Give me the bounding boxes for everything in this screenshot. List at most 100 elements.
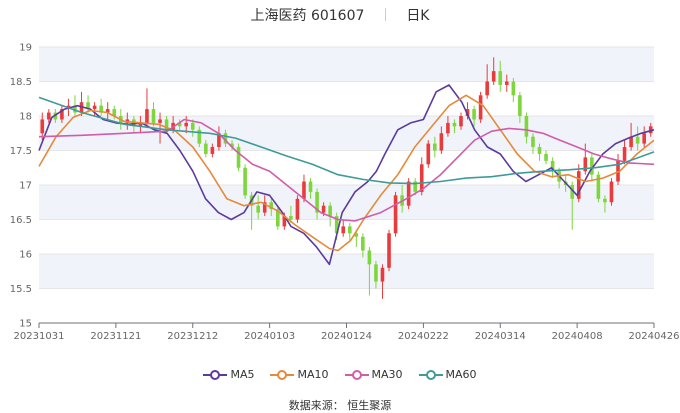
plot-bands — [39, 47, 654, 289]
candle — [361, 233, 365, 258]
candle — [544, 150, 548, 165]
candle — [367, 247, 372, 296]
candle-body — [380, 267, 385, 282]
candle — [256, 195, 260, 220]
candle-body — [256, 205, 260, 213]
candle-body — [210, 147, 215, 154]
candle-body — [367, 250, 372, 265]
candle-body — [465, 109, 470, 116]
candle-body — [531, 136, 535, 148]
candle — [485, 64, 489, 99]
candle — [446, 116, 450, 137]
candle-body — [243, 167, 247, 196]
data-source: 数据来源： 恒生聚源 — [0, 397, 680, 413]
candle — [210, 143, 215, 158]
candle — [230, 140, 234, 151]
plot-band — [39, 254, 654, 289]
period-label: 日K — [406, 8, 430, 24]
legend-line-circle-icon — [203, 370, 228, 380]
legend-item-ma60[interactable]: MA60 — [418, 368, 477, 381]
candle — [197, 126, 202, 148]
candle — [531, 133, 535, 154]
legend-label: MA30 — [371, 368, 403, 381]
candle — [498, 60, 503, 92]
candle-body — [609, 181, 614, 203]
candle-body — [276, 209, 280, 227]
y-tick-label: 17 — [19, 181, 32, 192]
candle — [642, 126, 646, 148]
candle — [112, 105, 117, 120]
candle-body — [576, 171, 581, 199]
candle-body — [361, 236, 365, 251]
candle — [550, 157, 555, 179]
candle-body — [347, 226, 352, 234]
candle-body — [406, 181, 411, 206]
legend-line-circle-icon — [270, 370, 295, 380]
candle — [223, 129, 228, 148]
candle — [217, 126, 221, 151]
ma-line-ma10 — [38, 94, 655, 252]
candle — [276, 205, 280, 230]
candle-body — [164, 119, 169, 130]
candle — [243, 164, 247, 199]
candle-body — [158, 119, 162, 123]
candle-body — [302, 181, 306, 199]
candle — [596, 171, 601, 203]
candle-body — [295, 198, 300, 220]
x-tick-label: 20240103 — [244, 331, 295, 342]
candle — [40, 112, 45, 141]
candle-body — [524, 116, 529, 137]
candle — [439, 126, 444, 154]
candle — [504, 74, 509, 92]
x-tick-label: 20240314 — [475, 331, 526, 342]
legend-item-ma10[interactable]: MA10 — [270, 368, 329, 381]
candles — [40, 57, 653, 299]
candle — [60, 105, 64, 123]
candle-body — [590, 157, 594, 175]
candle-body — [603, 198, 607, 203]
candle-body — [511, 81, 516, 96]
candle — [105, 102, 110, 120]
candle-body — [40, 119, 45, 134]
candle-body — [217, 133, 221, 148]
candle — [616, 153, 620, 185]
candle — [465, 102, 470, 120]
legend-item-ma5[interactable]: MA5 — [203, 368, 254, 381]
candle — [151, 102, 156, 127]
candle — [47, 109, 51, 123]
candle — [478, 91, 483, 123]
candle — [426, 140, 431, 168]
candle-body — [177, 122, 182, 127]
candle — [295, 195, 300, 223]
candle-body — [190, 122, 195, 130]
candle-body — [478, 95, 483, 120]
candle — [635, 126, 640, 151]
candle — [387, 229, 391, 272]
candle-body — [184, 122, 189, 127]
candle-body — [321, 205, 326, 213]
candle — [413, 178, 417, 196]
candle-body — [485, 81, 489, 96]
candle — [145, 88, 149, 127]
candle-body — [648, 126, 653, 134]
candle-body — [446, 122, 450, 134]
candle-body — [308, 181, 313, 192]
stock-name: 上海医药 — [250, 8, 307, 24]
candle — [177, 119, 182, 130]
candle-body — [452, 122, 457, 127]
candle-body — [197, 129, 202, 144]
candle — [184, 116, 189, 134]
legend-item-ma30[interactable]: MA30 — [344, 368, 403, 381]
candle-body — [583, 157, 588, 172]
candle — [328, 202, 332, 227]
x-tick-label: 20231212 — [167, 331, 218, 342]
candle — [524, 112, 529, 144]
candle-body — [112, 109, 117, 116]
candle-body — [315, 191, 319, 213]
title-separator — [384, 8, 386, 21]
candle-body — [374, 264, 378, 282]
candle — [380, 264, 385, 299]
candle-body — [269, 202, 274, 210]
candle — [433, 136, 437, 158]
